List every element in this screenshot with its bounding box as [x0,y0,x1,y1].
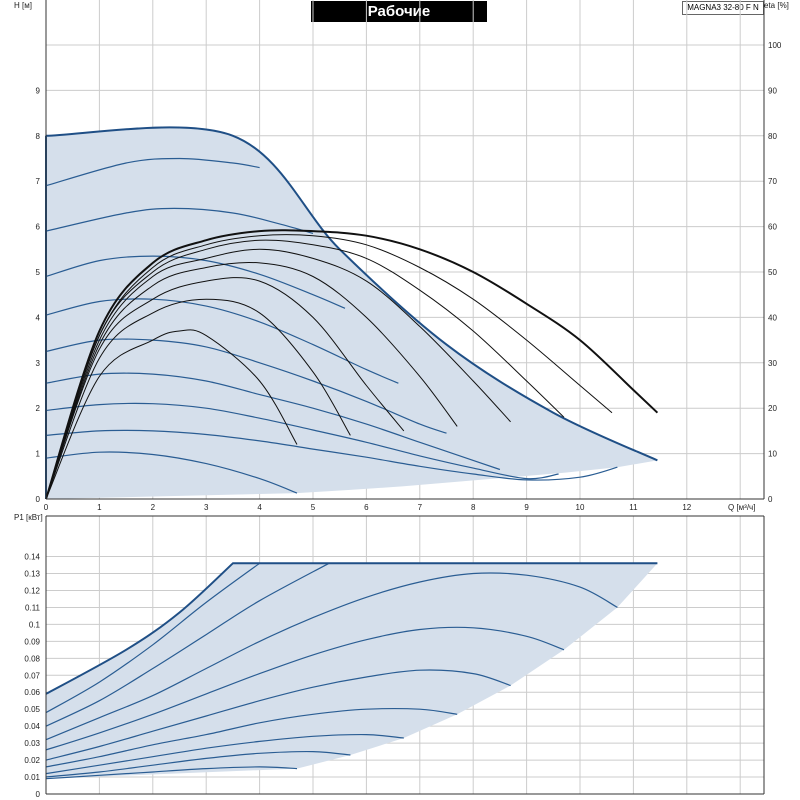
y-tick-label: 0.09 [24,637,40,646]
x-tick-label: 5 [311,503,316,512]
y-tick-label: 0.01 [24,773,40,782]
envelope-area [46,127,658,499]
efficiency-curve [45,329,298,500]
max-curve [45,126,658,462]
y-tick-label: 0.1 [29,620,41,629]
y2-tick-label: 80 [768,132,777,141]
power-curve [45,766,298,780]
head-curve [45,157,260,187]
y2-axis-label-top: eta [%] [764,1,789,10]
y2-tick-label: 70 [768,177,777,186]
efficiency-curve [45,229,659,500]
y-tick-label: 0 [36,495,41,504]
y-axis-label-bottom: P1 [кВт] [14,513,43,522]
y-tick-label: 0.07 [24,671,40,680]
x-tick-label: 8 [471,503,476,512]
y-tick-label: 7 [36,177,41,186]
y-tick-label: 0.14 [24,553,40,562]
x-tick-label: 0 [44,503,49,512]
x-tick-label: 11 [629,503,638,512]
y-tick-label: 0.13 [24,570,40,579]
y2-tick-label: 20 [768,404,777,413]
x-tick-label: 6 [364,503,369,512]
head-curve [45,429,618,481]
pump-model-label: MAGNA3 32-80 F N [682,1,764,15]
x-tick-label: 3 [204,503,209,512]
power-curve [45,572,618,741]
y-tick-label: 0.04 [24,722,40,731]
power-curve [45,669,511,761]
y-tick-label: 0.05 [24,705,40,714]
chart-title: Рабочие характеристики [311,1,487,41]
y-tick-label: 3 [36,359,41,368]
x-tick-label: 12 [682,503,691,512]
head-curve [45,298,399,384]
head-curve [45,338,447,434]
top-efficiency-curves [45,229,659,500]
x-tick-label: 9 [524,503,529,512]
y2-tick-label: 90 [768,86,777,95]
power-curve [45,562,260,714]
y-tick-label: 1 [36,450,41,459]
bottom-tick-labels: 0 0.01 0.02 0.03 0.04 0.05 0.06 0.07 0.08 0.09 0.1… [24,553,40,799]
y-tick-label: 2 [36,404,41,413]
y-tick-label: 5 [36,268,41,277]
y2-tick-label: 10 [768,450,777,459]
bottom-frame [45,515,765,795]
x-tick-label: 1 [97,503,102,512]
power-curve [45,562,330,727]
head-curve [45,402,559,480]
head-curve [45,451,298,494]
y-tick-label: 4 [36,313,41,322]
top-head-curves [45,126,658,499]
power-curve [45,733,404,775]
y-tick-label: 0.06 [24,688,40,697]
y-tick-label: 6 [36,223,41,232]
power-curve [45,708,458,768]
y2-tick-label: 100 [768,41,782,50]
y-tick-label: 0.03 [24,739,40,748]
bottom-power-curves [45,562,658,780]
y-tick-label: 9 [36,86,41,95]
y2-tick-label: 60 [768,223,777,232]
envelope-area [46,563,658,779]
power-curve [45,750,351,778]
y-tick-label: 0 [36,790,41,799]
y2-tick-label: 40 [768,313,777,322]
y-tick-label: 0.11 [25,603,41,612]
max-power-curve [45,562,658,695]
x-tick-label: 2 [151,503,156,512]
efficiency-curve [45,234,613,500]
y2-tick-label: 50 [768,268,777,277]
y-axis-label-top: H [м] [14,1,32,10]
efficiency-curve [45,277,405,500]
y2-tick-label: 30 [768,359,777,368]
y-tick-label: 0.08 [24,654,40,663]
bottom-envelope-fill [46,563,658,779]
efficiency-curve [45,248,511,500]
head-curve [45,255,346,309]
efficiency-curve [45,261,458,500]
power-curve [45,626,565,751]
efficiency-curve [45,298,351,500]
x-axis-label-top: Q [м³/ч] [728,503,755,512]
x-tick-label: 10 [576,503,585,512]
y2-tick-label: 0 [768,495,773,504]
y-tick-label: 0.12 [24,586,40,595]
top-envelope-fill [46,127,658,499]
head-curve [45,207,314,234]
x-tick-label: 7 [418,503,423,512]
y-tick-label: 0.02 [24,756,40,765]
x-tick-label: 4 [257,503,262,512]
top-frame [45,0,765,500]
head-curve [45,372,501,471]
y-tick-label: 8 [36,132,41,141]
